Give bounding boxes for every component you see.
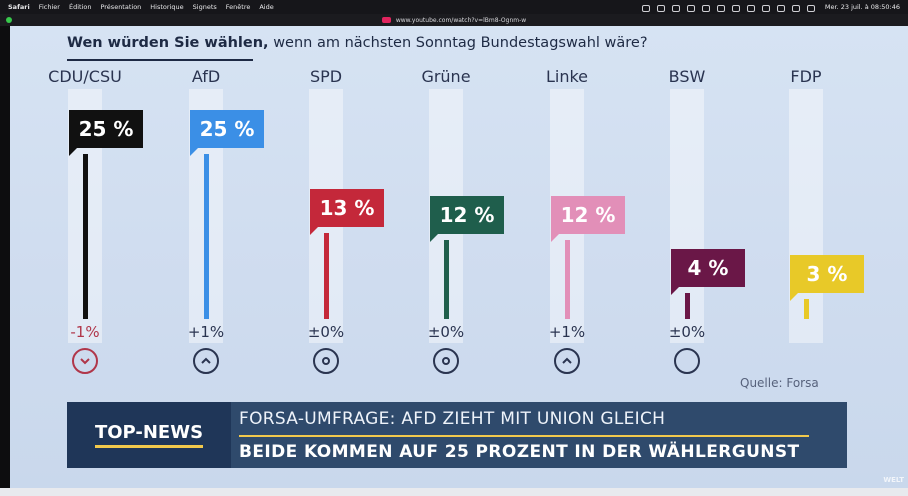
menu-presentation[interactable]: Présentation (100, 3, 142, 11)
menu-bar: Safari Fichier Édition Présentation Hist… (0, 0, 908, 14)
change-label: -1% (70, 323, 100, 341)
siri-icon[interactable] (806, 4, 815, 12)
wifi-icon[interactable] (761, 4, 770, 12)
party-label: CDU/CSU (48, 67, 122, 86)
change-label: ±0% (427, 323, 465, 341)
trend-up-icon (193, 348, 219, 374)
value-label: 25 % (190, 110, 264, 148)
url-text[interactable]: www.youtube.com/watch?v=lBm8-Ognm-w (395, 16, 527, 24)
headline-question: Wen würden Sie wählen, (67, 35, 269, 51)
trend-flat-icon (433, 348, 459, 374)
menu-fenetre[interactable]: Fenêtre (225, 3, 251, 11)
youtube-favicon-icon (381, 17, 391, 23)
chart-headline: Wen würden Sie wählen, wenn am nächsten … (67, 35, 648, 51)
ticker-subline: BEIDE KOMMEN AUF 25 PROZENT IN DER WÄHLE… (239, 442, 800, 462)
history-icon[interactable] (731, 4, 740, 12)
bar (564, 239, 570, 319)
ticker-headline: FORSA-UMFRAGE: AFD ZIEHT MIT UNION GLEIC… (239, 409, 666, 429)
trend-empty-icon (674, 348, 700, 374)
video-player[interactable]: Wen würden Sie wählen, wenn am nächsten … (10, 26, 908, 488)
value-label: 25 % (69, 110, 143, 148)
party-label: SPD (309, 67, 343, 86)
party-label: Grüne (421, 67, 471, 86)
party-label: AfD (191, 67, 221, 86)
ticker-divider (239, 435, 809, 437)
address-bar[interactable]: www.youtube.com/watch?v=lBm8-Ognm-w (0, 14, 908, 26)
volume-icon[interactable] (686, 4, 695, 12)
bar (323, 233, 329, 319)
change-label: ±0% (668, 323, 706, 341)
menu-fichier[interactable]: Fichier (38, 3, 60, 11)
change-label: +1% (187, 323, 225, 341)
change-label: +1% (548, 323, 586, 341)
menu-aide[interactable]: Aide (259, 3, 274, 11)
ticker-label: TOP-NEWS (94, 422, 204, 448)
trend-flat-icon (313, 348, 339, 374)
channel-logo: WELT (883, 476, 904, 484)
headline-underline (67, 59, 253, 61)
window-control-icon[interactable] (6, 17, 12, 23)
menu-app-name[interactable]: Safari (8, 3, 30, 11)
trend-down-icon (72, 348, 98, 374)
spotlight-search-icon[interactable] (776, 4, 785, 12)
bar (803, 299, 809, 319)
record-icon[interactable] (746, 4, 755, 12)
ticker-label-box: TOP-NEWS (67, 402, 231, 468)
value-label: 12 % (430, 195, 504, 234)
display-icon[interactable] (671, 4, 680, 12)
headphones-icon[interactable] (701, 4, 710, 12)
bar (443, 239, 449, 319)
party-label: FDP (790, 67, 822, 86)
bar (203, 154, 209, 319)
menubar-clock[interactable]: Mer. 23 juil. à 08:50:46 (824, 3, 900, 11)
change-label: ±0% (307, 323, 345, 341)
menu-historique[interactable]: Historique (150, 3, 184, 11)
bar (82, 154, 88, 319)
news-ticker: TOP-NEWS FORSA-UMFRAGE: AFD ZIEHT MIT UN… (67, 402, 847, 468)
source-credit: Quelle: Forsa (740, 376, 819, 390)
trend-up-icon (554, 348, 580, 374)
value-label: 13 % (310, 189, 384, 228)
menu-edition[interactable]: Édition (68, 3, 92, 11)
sync-icon[interactable] (641, 4, 650, 12)
menu-signets[interactable]: Signets (192, 3, 217, 11)
value-label: 4 % (671, 248, 745, 287)
value-label: 3 % (790, 255, 864, 294)
party-label: BSW (668, 67, 706, 86)
party-label: Linke (545, 67, 589, 86)
headline-condition: wenn am nächsten Sonntag Bundestagswahl … (273, 35, 648, 51)
timer-icon[interactable] (716, 4, 725, 12)
bluetooth-icon[interactable] (656, 4, 665, 12)
control-center-icon[interactable] (791, 4, 800, 12)
status-tray: Mer. 23 juil. à 08:50:46 (641, 3, 900, 12)
page-bottom-strip (0, 488, 908, 496)
value-label: 12 % (551, 195, 625, 234)
bar (684, 292, 690, 319)
